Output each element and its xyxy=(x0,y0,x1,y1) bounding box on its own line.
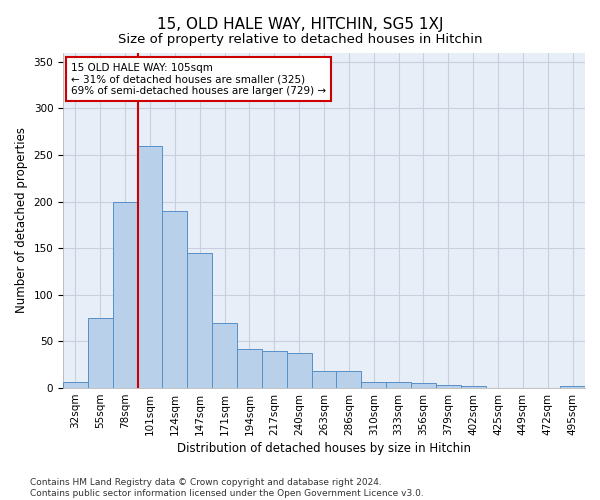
Bar xyxy=(436,386,461,388)
Bar xyxy=(337,372,361,388)
Bar xyxy=(113,202,137,388)
X-axis label: Distribution of detached houses by size in Hitchin: Distribution of detached houses by size … xyxy=(177,442,471,455)
Bar xyxy=(88,318,113,388)
Bar xyxy=(311,372,337,388)
Text: 15 OLD HALE WAY: 105sqm
← 31% of detached houses are smaller (325)
69% of semi-d: 15 OLD HALE WAY: 105sqm ← 31% of detache… xyxy=(71,62,326,96)
Bar xyxy=(560,386,585,388)
Bar xyxy=(386,382,411,388)
Bar xyxy=(163,211,187,388)
Bar xyxy=(137,146,163,388)
Text: Size of property relative to detached houses in Hitchin: Size of property relative to detached ho… xyxy=(118,32,482,46)
Bar xyxy=(411,384,436,388)
Bar xyxy=(237,349,262,388)
Bar xyxy=(262,351,287,388)
Bar xyxy=(212,323,237,388)
Bar xyxy=(361,382,386,388)
Bar xyxy=(187,253,212,388)
Bar xyxy=(287,352,311,388)
Bar xyxy=(63,382,88,388)
Text: Contains HM Land Registry data © Crown copyright and database right 2024.
Contai: Contains HM Land Registry data © Crown c… xyxy=(30,478,424,498)
Bar xyxy=(461,386,485,388)
Y-axis label: Number of detached properties: Number of detached properties xyxy=(15,128,28,314)
Text: 15, OLD HALE WAY, HITCHIN, SG5 1XJ: 15, OLD HALE WAY, HITCHIN, SG5 1XJ xyxy=(157,18,443,32)
